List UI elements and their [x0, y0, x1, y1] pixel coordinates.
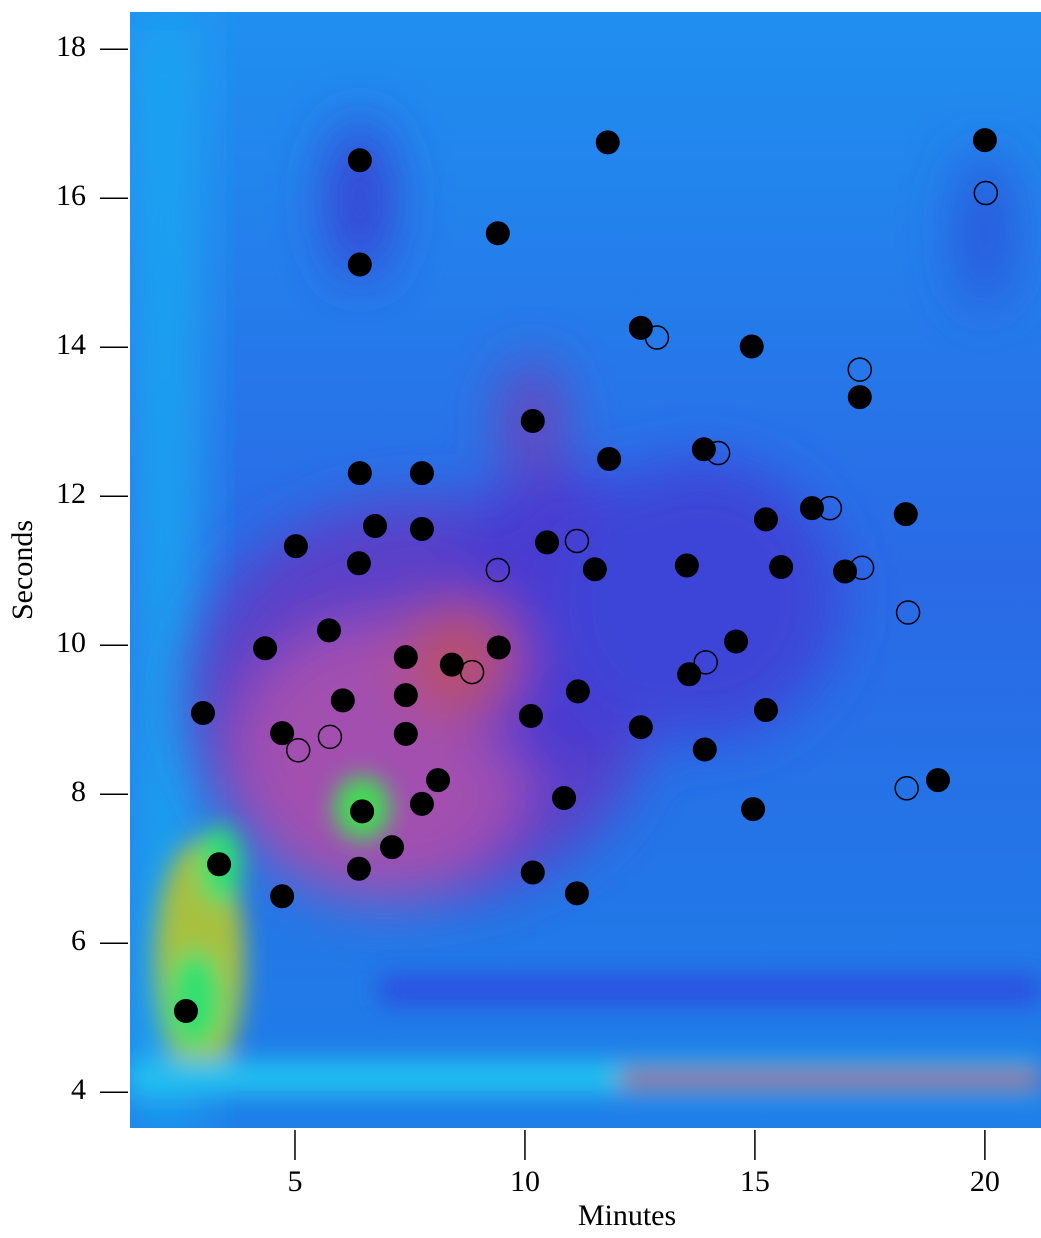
y-tick-label: 18 — [56, 30, 86, 63]
point — [351, 800, 374, 823]
point — [331, 689, 354, 712]
point — [770, 556, 793, 579]
point — [742, 798, 765, 821]
point — [894, 503, 917, 526]
point — [848, 386, 871, 409]
point — [553, 786, 576, 809]
point — [800, 497, 823, 520]
point — [410, 792, 433, 815]
y-axis-label: Seconds — [6, 520, 39, 620]
y-tick-label: 14 — [56, 328, 86, 361]
point — [318, 619, 341, 642]
point — [521, 861, 544, 884]
point — [926, 769, 949, 792]
point — [629, 716, 652, 739]
x-axis-label: Minutes — [578, 1199, 676, 1232]
point — [566, 680, 589, 703]
point — [521, 410, 544, 433]
point — [629, 316, 652, 339]
point — [725, 630, 748, 653]
x-tick-label: 20 — [970, 1165, 1000, 1198]
point — [208, 853, 231, 876]
point — [487, 636, 510, 659]
x-tick-label: 5 — [287, 1165, 302, 1198]
point — [740, 335, 763, 358]
point — [254, 637, 277, 660]
point — [381, 836, 404, 859]
point — [271, 885, 294, 908]
point — [394, 684, 417, 707]
y-tick-label: 8 — [71, 775, 86, 808]
point — [675, 554, 698, 577]
point — [348, 253, 371, 276]
point — [348, 462, 371, 485]
point — [394, 722, 417, 745]
point — [174, 1000, 197, 1023]
point — [973, 129, 996, 152]
point — [410, 462, 433, 485]
point — [693, 738, 716, 761]
point — [519, 705, 542, 728]
point — [678, 663, 701, 686]
point — [754, 508, 777, 531]
point — [486, 222, 509, 245]
point — [347, 857, 370, 880]
point — [191, 702, 214, 725]
point — [536, 531, 559, 554]
y-tick-label: 6 — [71, 924, 86, 957]
y-tick-label: 16 — [56, 179, 86, 212]
point — [596, 131, 619, 154]
point — [754, 699, 777, 722]
point — [598, 447, 621, 470]
point — [348, 149, 371, 172]
chart: 4 6 8 10 12 14 16 18 5 10 15 20 Minutes Seconds — [0, 0, 1041, 1233]
point — [284, 535, 307, 558]
point — [565, 882, 588, 905]
point — [834, 560, 857, 583]
point — [692, 438, 715, 461]
x-tick-label: 15 — [740, 1165, 770, 1198]
x-tick-label: 10 — [510, 1165, 540, 1198]
point — [410, 518, 433, 541]
y-tick-label: 12 — [56, 477, 86, 510]
point — [583, 558, 606, 581]
point — [427, 769, 450, 792]
point — [394, 646, 417, 669]
y-tick-label: 4 — [71, 1073, 86, 1106]
point — [364, 515, 387, 538]
point — [347, 552, 370, 575]
y-tick-label: 10 — [56, 626, 86, 659]
